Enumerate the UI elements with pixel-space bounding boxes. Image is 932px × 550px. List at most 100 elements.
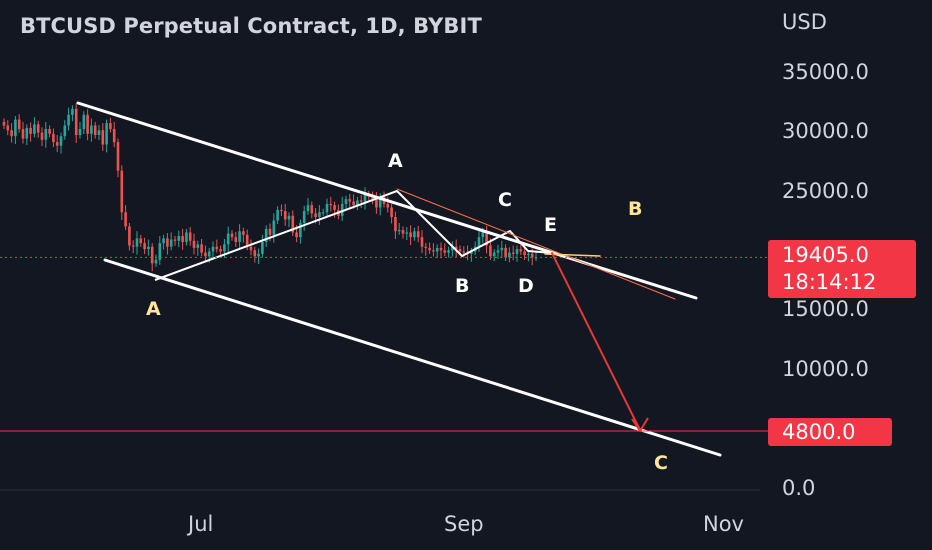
candle-body xyxy=(447,250,450,253)
candle-body xyxy=(101,130,105,145)
candle-body xyxy=(93,125,97,135)
candle-body xyxy=(78,129,82,135)
candle-body xyxy=(268,228,272,235)
candle-body xyxy=(340,203,344,216)
channel-upper-line xyxy=(76,101,698,300)
candle-body xyxy=(242,231,245,235)
candle-body xyxy=(359,200,363,202)
candle-body xyxy=(481,231,485,238)
target-level-tag: 4800.0 xyxy=(768,418,892,446)
candle-body xyxy=(139,238,143,244)
candle-body xyxy=(530,253,534,258)
candle-body xyxy=(462,251,466,253)
bar-countdown: 18:14:12 xyxy=(782,270,877,294)
candle-body xyxy=(280,209,283,212)
candle-body xyxy=(329,203,333,206)
candle-body xyxy=(17,119,21,130)
candle-body xyxy=(515,249,519,254)
candle-body xyxy=(310,205,314,214)
candle-body xyxy=(291,215,295,233)
candle-body xyxy=(230,233,234,238)
candle-body xyxy=(52,133,55,143)
wave-label-c-projected: C xyxy=(654,452,668,474)
candle-body xyxy=(318,212,321,218)
candle-body xyxy=(523,251,526,256)
candle-body xyxy=(405,232,409,234)
candle-body xyxy=(55,142,59,146)
candle-body xyxy=(71,108,74,115)
candle-body xyxy=(162,238,165,244)
candle-body xyxy=(435,247,439,252)
candle-body xyxy=(25,127,29,139)
candle-body xyxy=(492,252,496,257)
candle-body xyxy=(504,247,507,258)
candle-body xyxy=(363,194,367,202)
candle-body xyxy=(470,251,473,254)
candle-body xyxy=(325,203,329,213)
candle-body xyxy=(105,123,108,145)
candle-body xyxy=(21,129,25,139)
candle-body xyxy=(496,250,500,253)
candle-body xyxy=(177,236,181,241)
candle-body xyxy=(409,232,412,238)
candlestick-series xyxy=(2,103,538,272)
candle-body xyxy=(154,259,158,264)
target-level-value: 4800.0 xyxy=(782,420,856,444)
candle-body xyxy=(451,246,454,251)
candle-body xyxy=(166,238,169,247)
candle-body xyxy=(181,236,184,242)
candle-body xyxy=(428,247,431,251)
wave-triangle-line xyxy=(544,253,601,257)
candle-body xyxy=(196,244,200,248)
candle-body xyxy=(333,205,336,210)
y-tick-15000: 15000.0 xyxy=(782,297,869,321)
candle-body xyxy=(86,114,89,134)
candle-body xyxy=(264,228,268,242)
candle-body xyxy=(67,114,70,126)
candle-body xyxy=(116,142,120,171)
projection-arrow xyxy=(551,252,641,431)
candle-body xyxy=(215,246,219,250)
candle-body xyxy=(371,196,374,200)
candle-body xyxy=(249,246,253,251)
candle-body xyxy=(295,232,298,238)
candle-body xyxy=(378,196,382,208)
candle-body xyxy=(2,121,6,126)
x-tick-nov: Nov xyxy=(703,512,744,536)
candle-body xyxy=(36,124,40,133)
candle-body xyxy=(238,231,241,242)
candle-body xyxy=(306,205,310,212)
candle-body xyxy=(40,132,44,140)
candle-body xyxy=(226,233,230,245)
candle-body xyxy=(219,249,222,252)
candle-body xyxy=(299,222,302,238)
candle-body xyxy=(261,241,264,254)
candle-body xyxy=(439,247,443,251)
y-tick-30000: 30000.0 xyxy=(782,119,869,143)
candle-body xyxy=(276,209,279,221)
y-tick-35000: 35000.0 xyxy=(782,60,869,84)
candle-body xyxy=(207,251,211,257)
candle-body xyxy=(394,217,397,232)
y-tick-10000: 10000.0 xyxy=(782,357,869,381)
drawing-layer xyxy=(76,101,722,457)
candle-body xyxy=(511,252,515,254)
y-tick-0: 0.0 xyxy=(782,476,816,500)
candle-body xyxy=(90,125,93,134)
candle-body xyxy=(192,240,196,248)
candle-body xyxy=(386,203,390,208)
candle-body xyxy=(63,125,67,137)
candle-body xyxy=(29,127,32,134)
candle-body xyxy=(234,237,238,242)
candle-body xyxy=(109,123,112,130)
candle-body xyxy=(6,125,10,131)
candle-body xyxy=(188,232,192,241)
candle-body xyxy=(48,129,51,134)
candle-body xyxy=(14,119,17,137)
candle-body xyxy=(500,247,504,251)
candle-body xyxy=(185,232,188,242)
candle-body xyxy=(147,246,150,250)
candle-body xyxy=(443,250,447,253)
candle-body xyxy=(158,243,162,260)
